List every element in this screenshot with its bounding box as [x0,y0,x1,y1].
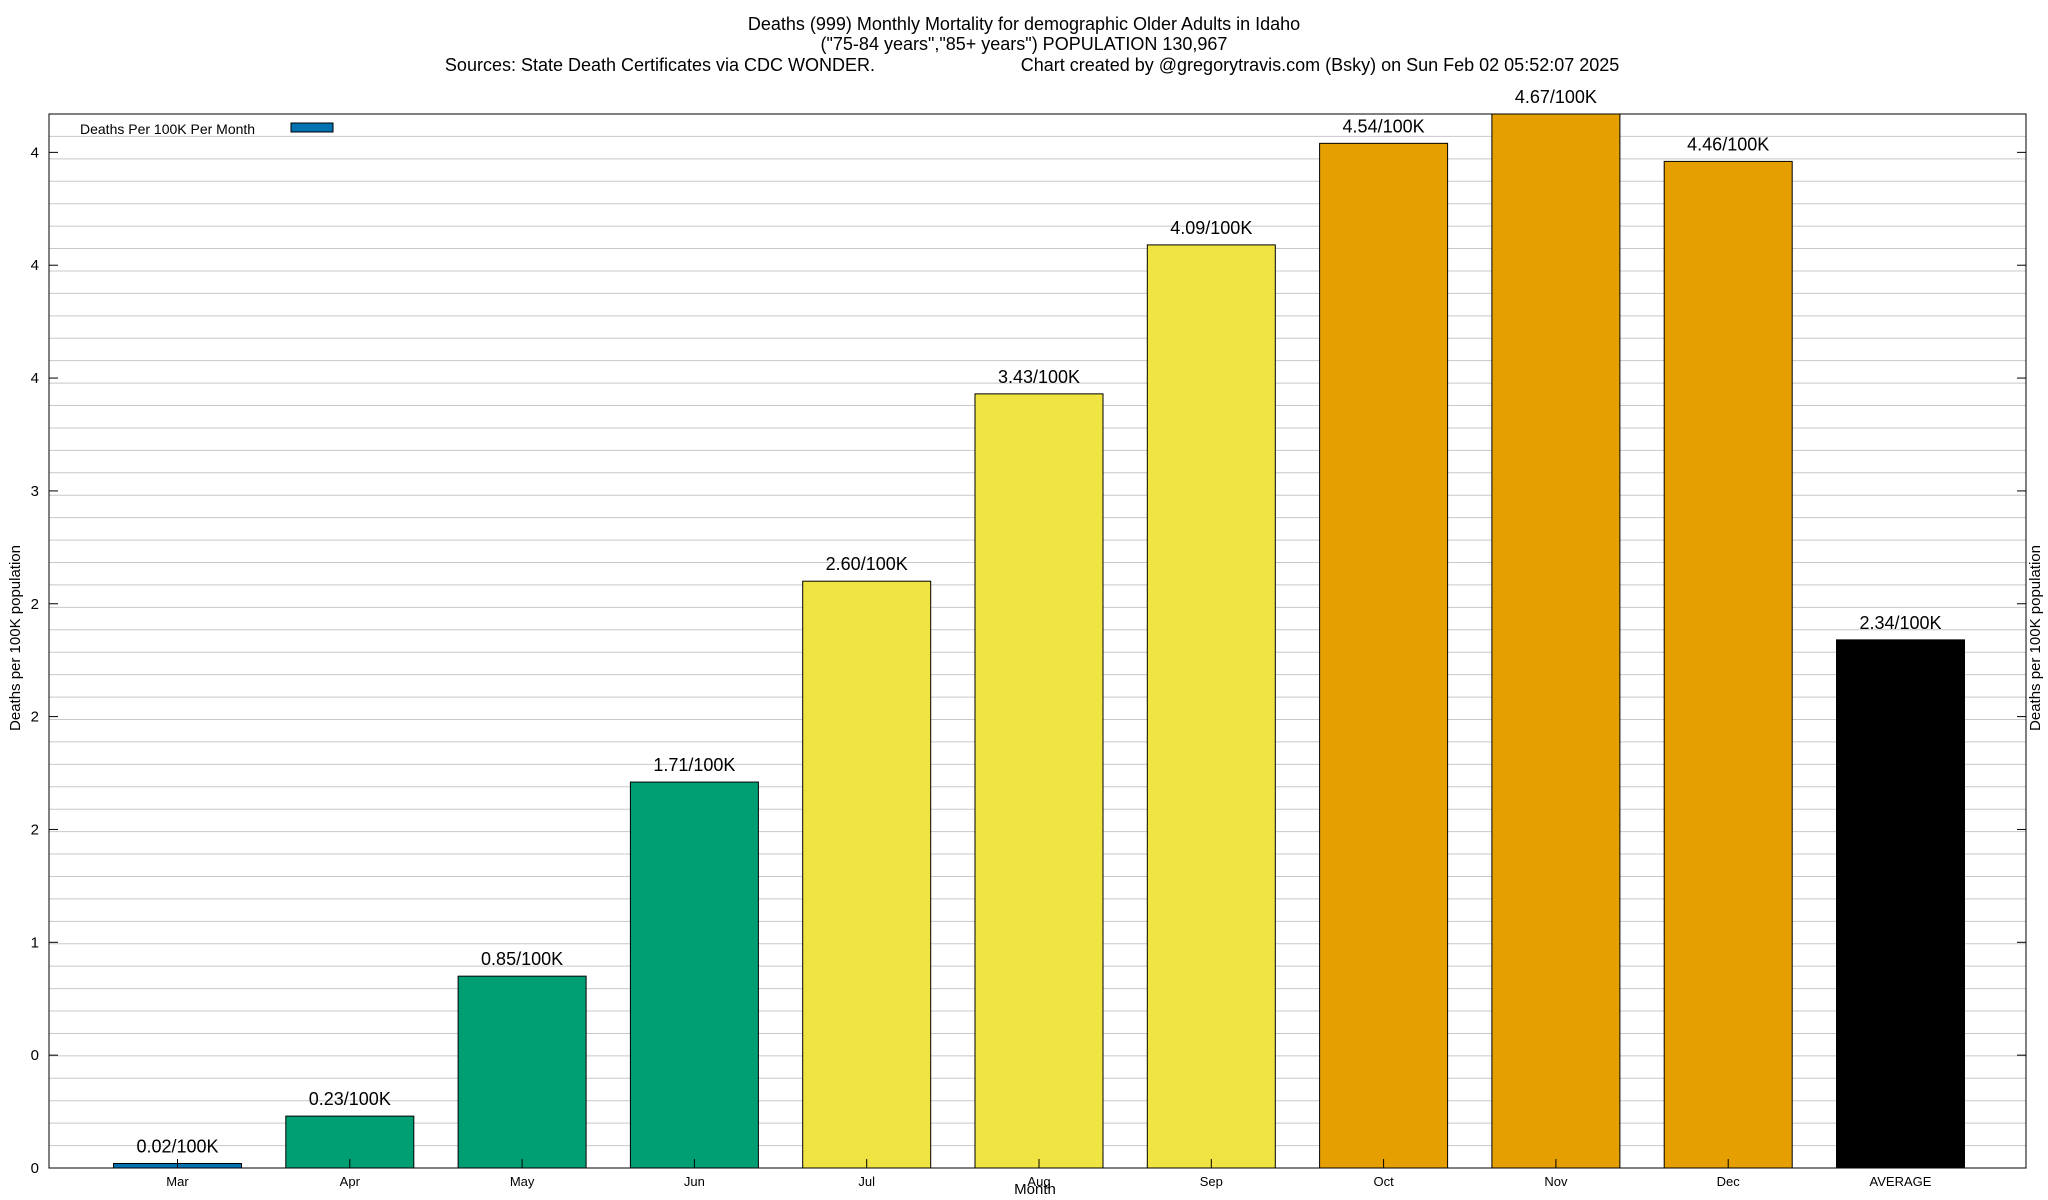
x-tick-label: Jun [684,1174,705,1189]
y-tick-label: 0 [31,1047,39,1064]
data-label-apr: 0.23/100K [309,1089,391,1109]
x-tick-label: Aug [1027,1174,1050,1189]
x-tick-label: May [510,1174,535,1189]
bar-nov [1491,113,1621,1169]
bar-aug [974,393,1104,1169]
x-tick-label: Jul [858,1174,875,1189]
x-axis-ticks: Mar Apr May Jun Jul Aug Sep Oct Nov Dec AVERAGE [166,1159,1932,1189]
legend-swatch [290,122,334,133]
data-label-may: 0.85/100K [481,949,563,969]
data-label-nov: 4.67/100K [1515,87,1597,107]
bar-average [1836,639,1965,1169]
bars [113,113,1965,1169]
chart-source: Sources: State Death Certificates via CD… [445,55,875,75]
bar-jun [629,781,759,1169]
y-tick-label: 4 [31,257,39,274]
data-label-mar: 0.02/100K [136,1136,218,1156]
y-axis-label: Deaths per 100K population [7,545,24,731]
y-tick-label: 4 [31,370,39,387]
y-tick-label: 2 [31,596,39,613]
bar-dec [1663,160,1793,1169]
data-labels: 0.02/100K 0.23/100K 0.85/100K 1.71/100K 2.60… [136,87,1941,1156]
x-tick-label: Nov [1544,1174,1568,1189]
x-tick-label: Dec [1717,1174,1741,1189]
y-tick-label: 2 [31,821,39,838]
x-tick-label: Sep [1200,1174,1223,1189]
x-tick-label: AVERAGE [1870,1174,1932,1189]
x-tick-label: Apr [340,1174,361,1189]
y-axis-label-right: Deaths per 100K population [2027,545,2044,731]
data-label-dec: 4.46/100K [1687,134,1769,154]
legend-label: Deaths Per 100K Per Month [80,121,255,137]
bar-oct [1319,142,1449,1169]
bar-may [457,975,587,1169]
bar-sep [1146,244,1276,1169]
y-tick-label: 2 [31,709,39,726]
x-axis-label: Month [1014,1181,1056,1198]
y-axis-ticks: 0 0 1 2 2 2 3 4 4 4 [31,144,2026,1177]
y-tick-label: 4 [31,144,39,161]
data-label-jul: 2.60/100K [826,554,908,574]
plot-frame [48,113,2027,1169]
bar-jul [802,580,932,1169]
x-tick-label: Mar [166,1174,189,1189]
data-label-sep: 4.09/100K [1170,218,1252,238]
y-tick-label: 3 [31,483,39,500]
data-label-jun: 1.71/100K [653,755,735,775]
chart-subtitle: ("75-84 years","85+ years") POPULATION 1… [821,34,1228,54]
data-label-average: 2.34/100K [1859,613,1941,633]
x-tick-label: Oct [1373,1174,1394,1189]
data-label-aug: 3.43/100K [998,367,1080,387]
data-label-oct: 4.54/100K [1343,116,1425,136]
y-tick-label: 1 [31,934,39,951]
chart-title: Deaths (999) Monthly Mortality for demog… [748,14,1300,34]
chart-credit: Chart created by @gregorytravis.com (Bsk… [1021,55,1620,75]
legend: Deaths Per 100K Per Month [80,121,334,137]
y-tick-label: 0 [31,1160,39,1177]
